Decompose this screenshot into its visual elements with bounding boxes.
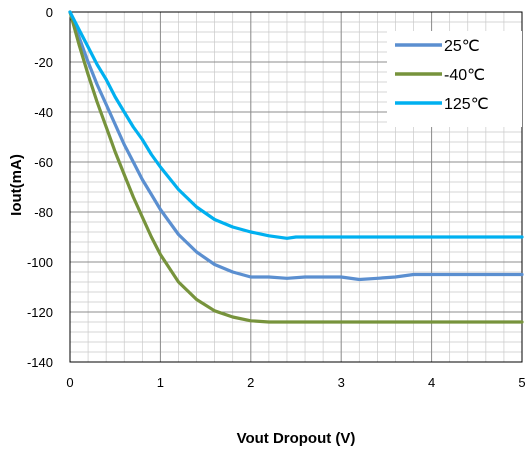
y-tick-label: -120 [27, 305, 53, 320]
series-line-3 [68, 10, 524, 240]
x-tick-label: 4 [428, 375, 435, 390]
legend-label-2: -40℃ [444, 67, 485, 84]
plot-frame [69, 11, 523, 363]
x-axis-title: Vout Dropout (V) [237, 430, 356, 447]
y-tick-label: -60 [34, 155, 53, 170]
series-line-2 [68, 10, 524, 324]
x-tick-label: 5 [518, 375, 525, 390]
x-tick-label: 3 [338, 375, 345, 390]
legend-label-3: 125℃ [444, 96, 489, 113]
y-tick-label: -20 [34, 55, 53, 70]
y-axis-title: Iout(mA) [8, 154, 25, 216]
y-tick-label: -80 [34, 205, 53, 220]
legend: 25℃ -40℃ 125℃ [387, 31, 522, 127]
x-tick-label: 1 [157, 375, 164, 390]
y-tick-label: -40 [34, 105, 53, 120]
series-line-1 [68, 10, 524, 282]
series-layer [68, 10, 524, 324]
y-tick-label: -140 [27, 355, 53, 370]
y-tick-label: -100 [27, 255, 53, 270]
legend-box [387, 31, 522, 127]
legend-label-1: 25℃ [444, 38, 480, 55]
x-tick-labels: 0 1 2 3 4 5 [66, 375, 525, 390]
y-tick-label: 0 [46, 5, 53, 20]
x-tick-label: 2 [247, 375, 254, 390]
x-tick-label: 0 [66, 375, 73, 390]
y-tick-labels: 0 -20 -40 -60 -80 -100 -120 -140 [27, 5, 53, 370]
